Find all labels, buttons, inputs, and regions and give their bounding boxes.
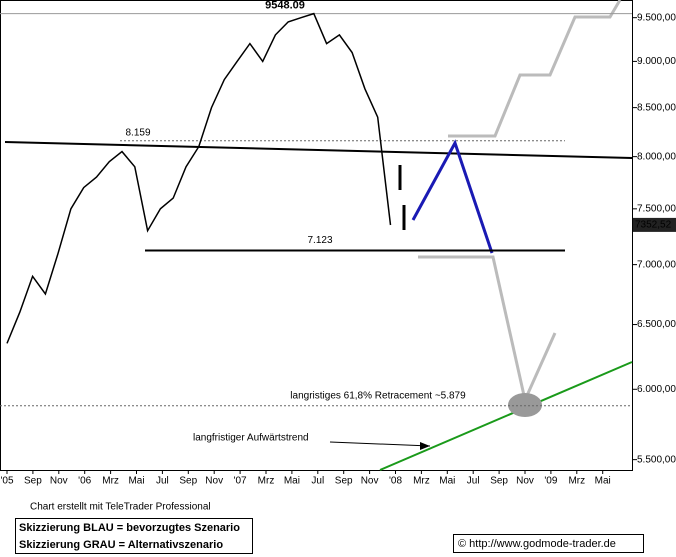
x-tick-label: Mrz: [413, 476, 430, 487]
x-tick-label: '07: [234, 476, 247, 487]
x-tick-label: Mai: [595, 476, 611, 487]
x-tick-label: Mrz: [102, 476, 119, 487]
legend-box: [15, 518, 253, 554]
resistance-line: [4, 141, 633, 159]
plot-frame: [0, 0, 633, 471]
copyright-box: [453, 534, 644, 553]
level-label: 7.123: [307, 235, 332, 246]
y-tick-label: 8.500,00: [637, 102, 676, 113]
x-tick-label: Sep: [490, 476, 508, 487]
x-tick-label: Sep: [179, 476, 197, 487]
x-tick-label: Mai: [128, 476, 144, 487]
blue-scenario: [411, 139, 494, 254]
target-ellipse: [508, 393, 542, 417]
x-tick-label: '05: [0, 476, 13, 487]
x-tick-label: Mrz: [258, 476, 275, 487]
legend-entry: Skizzierung GRAU = Alternativszenario: [19, 539, 223, 551]
level-label: langristiges 61,8% Retracement ~5.879: [290, 390, 466, 401]
y-tick-label: 6.000,00: [637, 384, 676, 395]
arrow-head: [420, 442, 430, 450]
gray-scenario-down: [418, 255, 557, 405]
y-tick-label: 8.000,00: [637, 151, 676, 162]
legend-entry: Skizzierung BLAU = bevorzugtes Szenario: [19, 522, 240, 534]
x-tick-label: Nov: [516, 476, 534, 487]
x-tick-label: '08: [389, 476, 402, 487]
x-tick-label: Sep: [24, 476, 42, 487]
x-tick-label: Sep: [335, 476, 353, 487]
level-label: 8.159: [125, 127, 150, 138]
x-tick-label: '09: [544, 476, 557, 487]
uptrend-line: [379, 361, 633, 471]
y-tick-label: 5.500,00: [637, 454, 676, 465]
x-tick-label: Mai: [439, 476, 455, 487]
price-tag-label: 7352,52: [635, 220, 672, 231]
price-line: [6, 12, 392, 344]
y-tick-label: 9.500,00: [637, 12, 676, 23]
y-tick-label: 9.000,00: [637, 56, 676, 67]
x-tick-label: Jul: [156, 476, 169, 487]
x-tick-label: Nov: [50, 476, 68, 487]
x-tick-label: Jul: [311, 476, 324, 487]
y-tick-label: 7.000,00: [637, 259, 676, 270]
y-tick-label: 7.500,00: [637, 203, 676, 214]
level-label: 9548.09: [265, 0, 305, 12]
x-tick-label: Mrz: [568, 476, 585, 487]
y-tick-label: 6.500,00: [637, 319, 676, 330]
x-tick-label: Nov: [205, 476, 223, 487]
gray-scenario-up: [448, 0, 622, 138]
x-tick-label: Nov: [361, 476, 379, 487]
footer: Chart erstellt mit TeleTrader Profession…: [30, 502, 211, 513]
x-tick-label: Jul: [467, 476, 480, 487]
price-tag: [633, 217, 676, 232]
annotation: langfristiger Aufwärtstrend: [193, 433, 309, 444]
annotation-arrow: [329, 441, 431, 447]
x-tick-label: '06: [78, 476, 91, 487]
x-tick-label: Mai: [284, 476, 300, 487]
copyright: © http://www.godmode-trader.de: [458, 538, 616, 550]
